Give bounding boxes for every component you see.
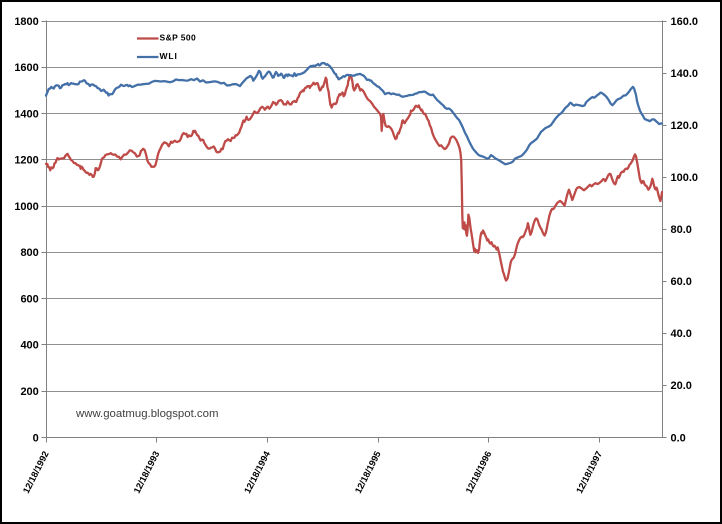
svg-text:20.0: 20.0 xyxy=(671,380,692,392)
svg-text:1600: 1600 xyxy=(14,62,38,74)
svg-text:0.0: 0.0 xyxy=(671,432,686,444)
svg-text:1400: 1400 xyxy=(14,108,38,120)
svg-text:1200: 1200 xyxy=(14,155,38,167)
svg-text:0: 0 xyxy=(33,432,39,444)
svg-text:160.0: 160.0 xyxy=(671,16,699,28)
svg-text:60.0: 60.0 xyxy=(671,276,692,288)
svg-text:140.0: 140.0 xyxy=(671,68,699,80)
svg-text:1000: 1000 xyxy=(14,201,38,213)
svg-text:S&P 500: S&P 500 xyxy=(160,33,197,43)
svg-text:80.0: 80.0 xyxy=(671,224,692,236)
svg-text:400: 400 xyxy=(20,340,38,352)
svg-text:120.0: 120.0 xyxy=(671,120,699,132)
svg-text:200: 200 xyxy=(20,386,38,398)
svg-text:600: 600 xyxy=(20,293,38,305)
svg-text:800: 800 xyxy=(20,247,38,259)
svg-text:1800: 1800 xyxy=(14,16,38,28)
svg-text:WLI: WLI xyxy=(160,51,178,61)
svg-text:www.goatmug.blogspot.com: www.goatmug.blogspot.com xyxy=(75,408,218,420)
svg-text:40.0: 40.0 xyxy=(671,328,692,340)
svg-text:100.0: 100.0 xyxy=(671,172,699,184)
